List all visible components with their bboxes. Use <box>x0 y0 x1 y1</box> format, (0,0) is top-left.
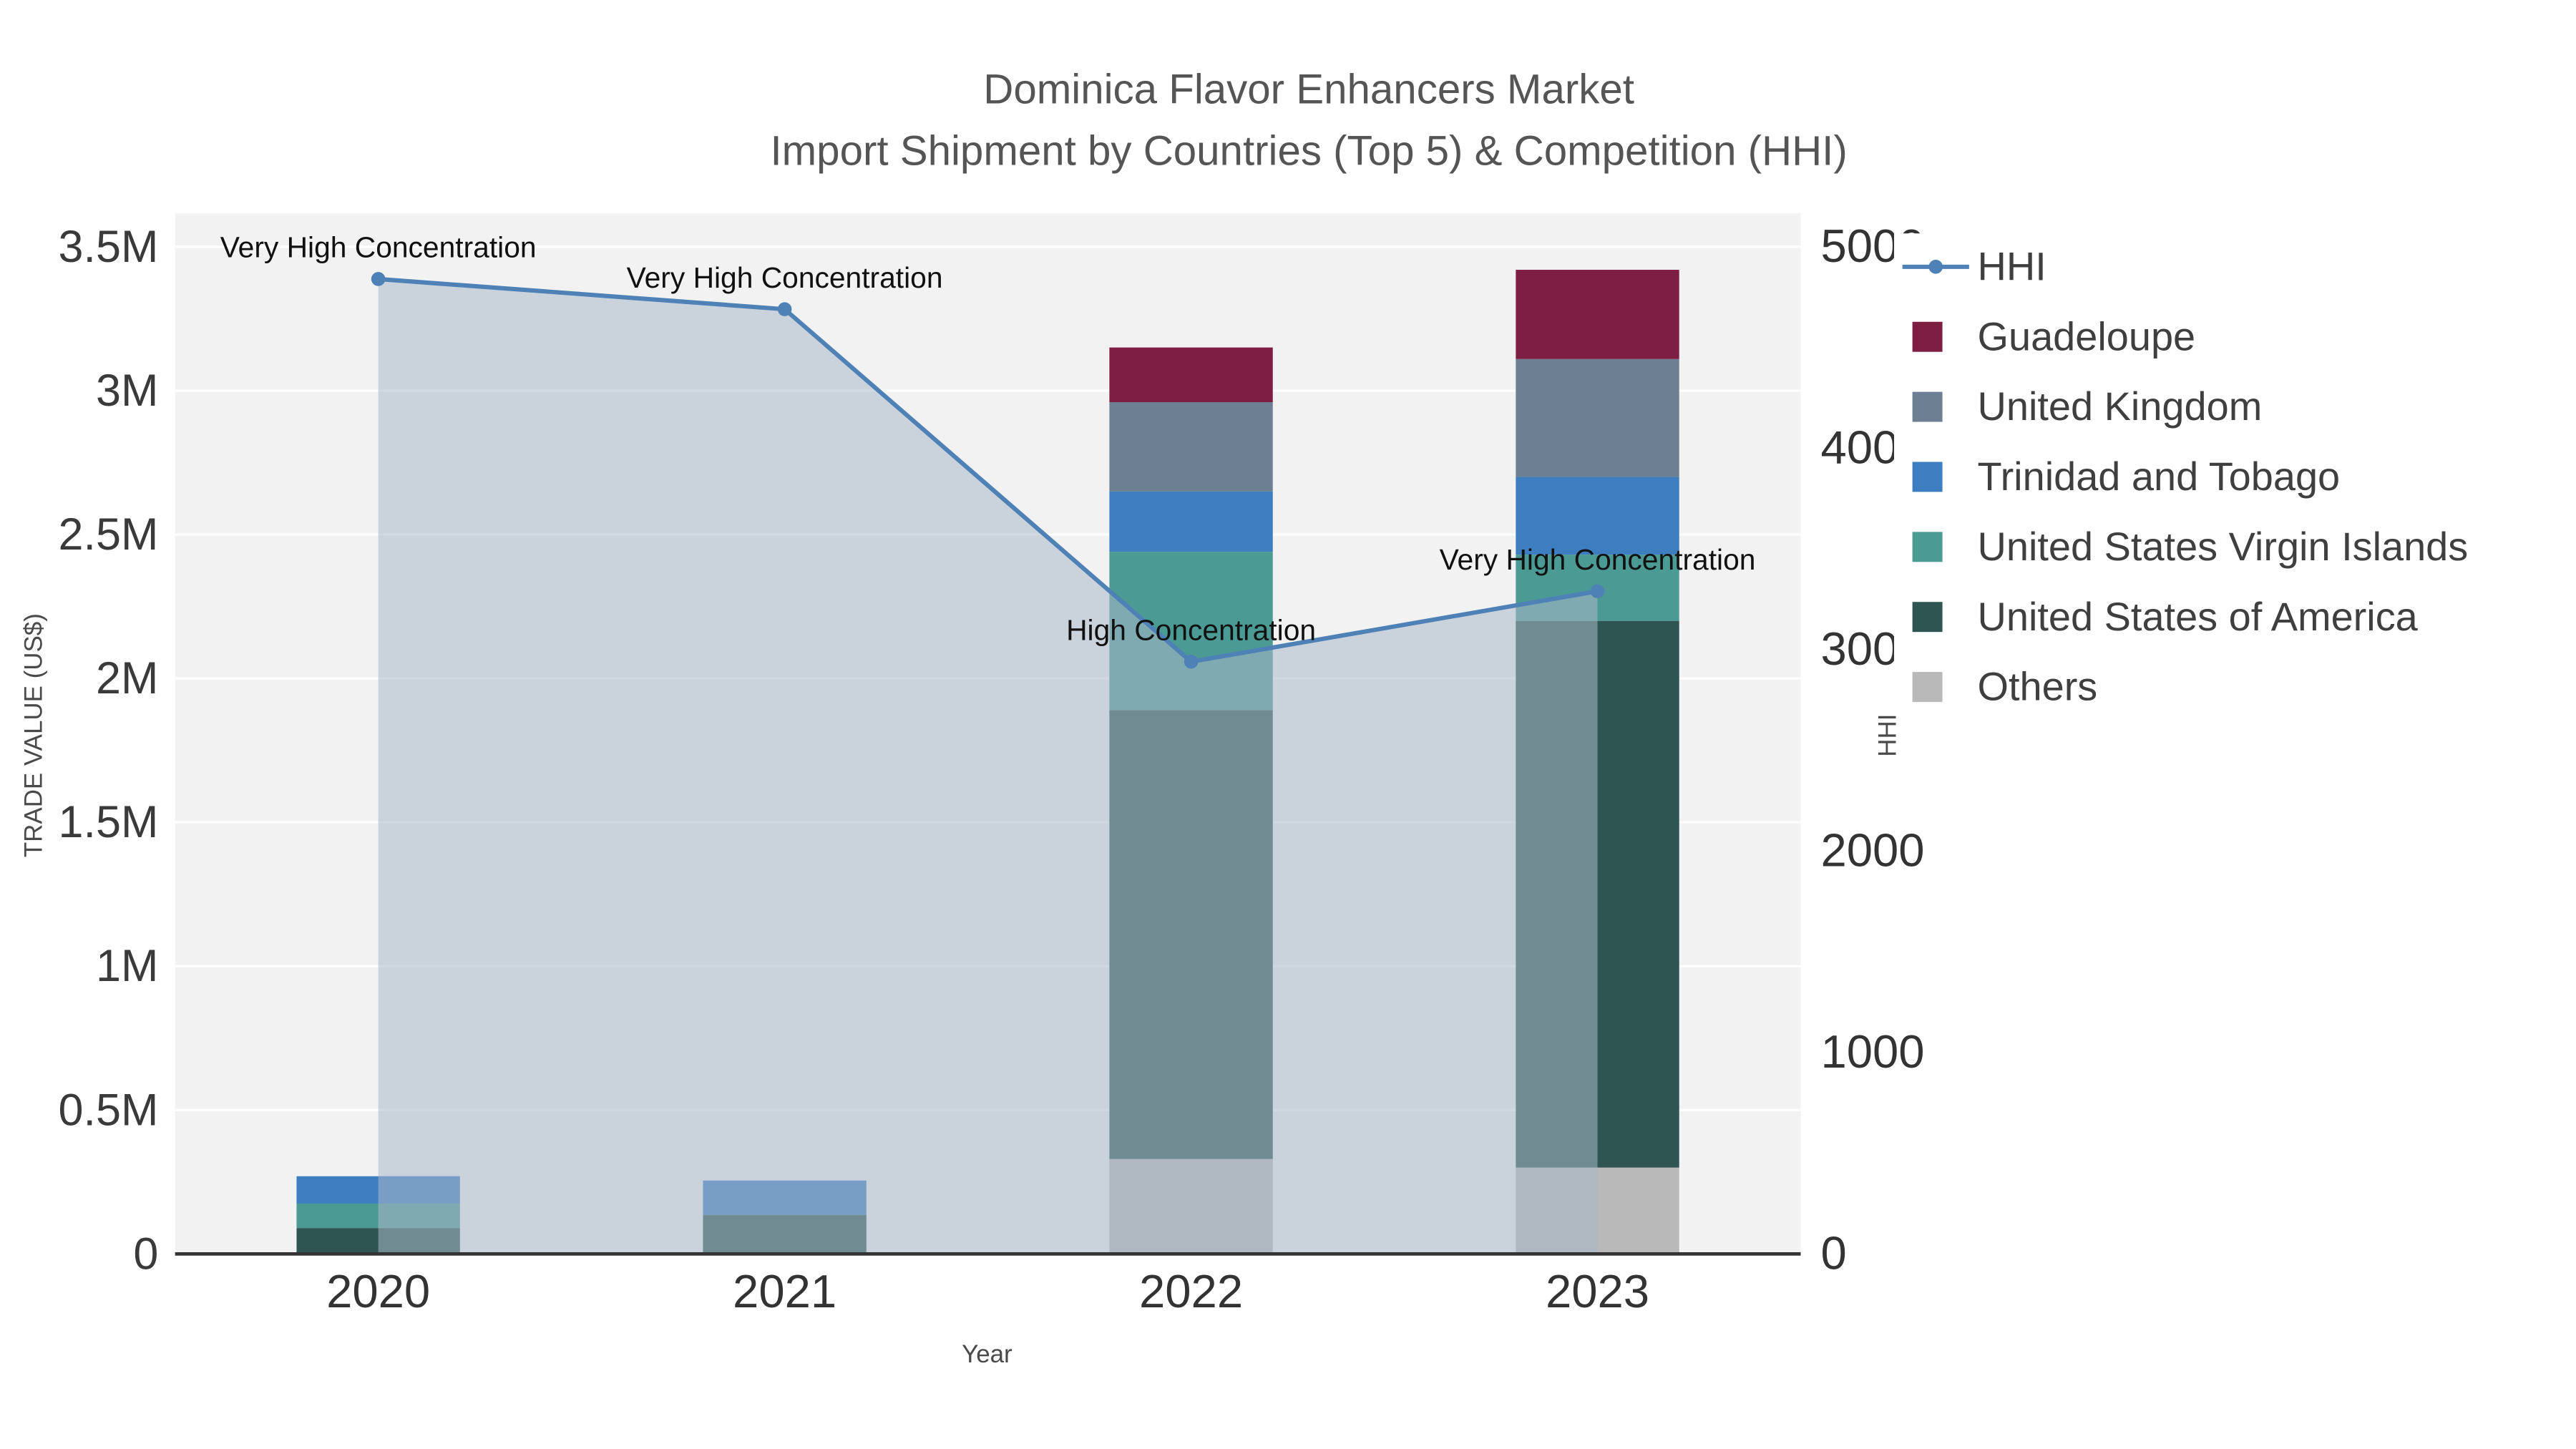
y-left-tick: 3M <box>96 366 158 416</box>
legend-color-swatch <box>1912 462 1943 492</box>
bar-segment-trinidad-and-tobago-2022[interactable] <box>1109 491 1273 552</box>
legend-color-swatch <box>1912 321 1943 352</box>
legend-color-swatch <box>1912 602 1943 633</box>
annotation-2021: Very High Concentration <box>627 261 943 294</box>
y-left-tick: 3.5M <box>59 222 159 272</box>
y-left-tick: 1.5M <box>59 797 159 847</box>
legend-label: Guadeloupe <box>1977 313 2195 358</box>
y-left-tick: 0 <box>133 1229 158 1279</box>
hhi-marker-2020[interactable] <box>371 272 386 286</box>
y-right-tick: 2000 <box>1820 824 1924 876</box>
legend-color-swatch <box>1912 532 1943 562</box>
legend-item-others[interactable]: Others <box>1912 664 2098 709</box>
y-left-tick: 2.5M <box>59 509 159 560</box>
legend-item-trinidad-and-tobago[interactable]: Trinidad and Tobago <box>1912 454 2341 499</box>
x-tick-2022: 2022 <box>1139 1265 1243 1317</box>
y-left-axis-title: TRADE VALUE (US$) <box>19 613 47 857</box>
y-left-tick: 1M <box>96 941 158 991</box>
bar-segment-guadeloupe-2022[interactable] <box>1109 347 1273 403</box>
y-left-tick: 2M <box>96 653 158 703</box>
y-right-tick: 0 <box>1820 1226 1846 1279</box>
annotation-2020: Very High Concentration <box>220 231 537 264</box>
legend-item-united-states-of-america[interactable]: United States of America <box>1912 594 2419 639</box>
x-axis-title: Year <box>962 1340 1013 1368</box>
hhi-marker-2022[interactable] <box>1184 654 1199 669</box>
bar-segment-trinidad-and-tobago-2023[interactable] <box>1516 477 1679 555</box>
bar-segment-guadeloupe-2023[interactable] <box>1516 270 1679 359</box>
legend-color-swatch <box>1912 672 1943 703</box>
y-right-tick: 1000 <box>1820 1025 1924 1078</box>
legend-color-swatch <box>1912 391 1943 422</box>
legend-label: Others <box>1977 664 2097 709</box>
annotation-2023: Very High Concentration <box>1440 543 1756 576</box>
chart-title-line2: Import Shipment by Countries (Top 5) & C… <box>770 128 1847 175</box>
hhi-area-fill <box>378 278 1598 1254</box>
legend-item-united-kingdom[interactable]: United Kingdom <box>1912 384 2263 429</box>
y-right-axis-title: HHI <box>1873 714 1901 757</box>
bar-segment-united-kingdom-2022[interactable] <box>1109 402 1273 492</box>
hhi-line <box>378 276 1599 664</box>
legend-item-united-states-virgin-islands[interactable]: United States Virgin Islands <box>1912 524 2469 569</box>
legend-label: Trinidad and Tobago <box>1977 454 2340 499</box>
legend-background <box>1893 233 2576 721</box>
x-tick-2023: 2023 <box>1546 1265 1649 1317</box>
legend-item-hhi[interactable]: HHI <box>1902 243 2046 288</box>
hhi-marker-2021[interactable] <box>777 302 792 316</box>
x-tick-2020: 2020 <box>326 1265 430 1317</box>
annotation-2022: High Concentration <box>1066 613 1316 646</box>
chart-title-line1: Dominica Flavor Enhancers Market <box>983 66 1634 112</box>
legend-label: United States of America <box>1977 594 2418 639</box>
legend-item-guadeloupe[interactable]: Guadeloupe <box>1912 313 2196 358</box>
legend-label: HHI <box>1977 243 2046 288</box>
legend-label: United Kingdom <box>1977 384 2262 429</box>
x-tick-2021: 2021 <box>733 1265 836 1317</box>
legend-line-marker <box>1928 260 1943 274</box>
bar-segment-united-kingdom-2023[interactable] <box>1516 358 1679 477</box>
y-left-tick: 0.5M <box>59 1085 159 1135</box>
legend-label: United States Virgin Islands <box>1977 524 2468 569</box>
hhi-marker-2023[interactable] <box>1590 584 1605 599</box>
